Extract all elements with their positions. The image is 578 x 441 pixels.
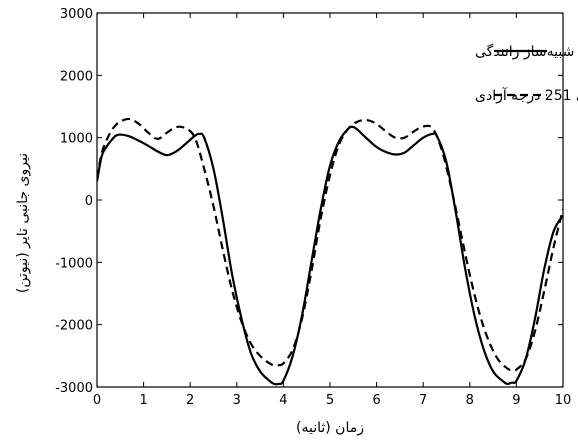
x-tick-label: 6 — [372, 393, 380, 408]
x-tick-label: 10 — [555, 393, 572, 408]
x-tick-label: 4 — [279, 393, 287, 408]
x-axis-label: زمان (ثانیه) — [296, 420, 364, 436]
series-line-solid — [97, 125, 563, 386]
y-tick-label: 1000 — [60, 132, 93, 147]
y-tick-label: 0 — [85, 194, 93, 209]
x-tick-label: 8 — [466, 393, 474, 408]
x-tick-label: 0 — [93, 393, 101, 408]
x-tick-label: 1 — [139, 393, 147, 408]
y-tick-label: 2000 — [60, 69, 93, 84]
y-axis-label: نیروی جانبی تایر (نیوتن) — [15, 153, 31, 293]
x-tick-label: 9 — [512, 393, 520, 408]
plot-border — [96, 12, 564, 388]
x-tick-label: 7 — [419, 393, 427, 408]
y-axis-ticks: 3000 2000 1000 0 -1000 -2000 -3000 — [55, 7, 563, 396]
legend: مدل دینامیکی شبیه‌ساز رانندگی مدل دینامی… — [475, 43, 578, 104]
series-line-dashed — [97, 117, 563, 372]
x-tick-label: 5 — [326, 393, 334, 408]
x-tick-label: 3 — [233, 393, 241, 408]
y-tick-label: 3000 — [60, 7, 93, 22]
series-curves — [97, 117, 563, 386]
x-tick-label: 2 — [186, 393, 194, 408]
y-tick-label: -3000 — [55, 381, 93, 396]
y-tick-label: -2000 — [55, 319, 93, 334]
x-axis-ticks: 0 1 2 3 4 5 6 7 8 9 10 — [93, 13, 571, 408]
plot-frame — [96, 12, 564, 388]
y-tick-label: -1000 — [55, 256, 93, 271]
